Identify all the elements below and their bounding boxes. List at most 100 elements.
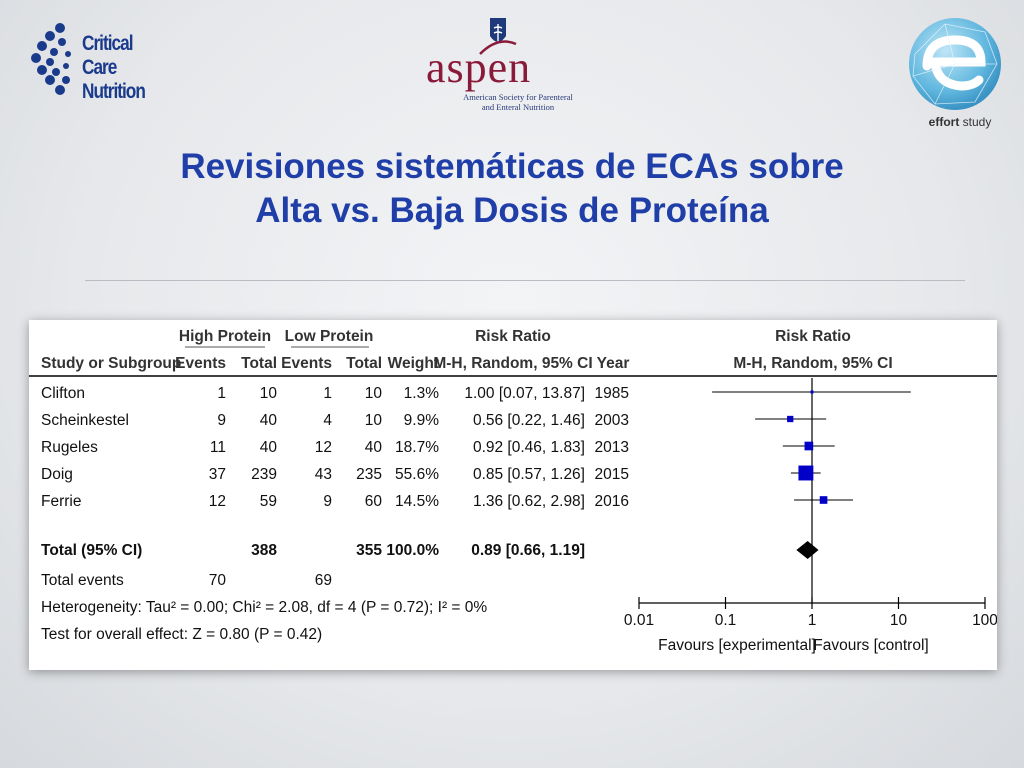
low-events-cell: 9	[323, 493, 332, 510]
high-events-cell: 9	[217, 412, 226, 429]
ccn-line2: Nutrition	[82, 80, 146, 103]
heterogeneity-text: Heterogeneity: Tau² = 0.00; Chi² = 2.08,…	[41, 599, 487, 616]
aspen-logo: aspen American Society for Parenteral an…	[420, 14, 610, 114]
header-high-total: Total	[241, 355, 277, 372]
plot-area: 0.01 0.1 1 10 100	[624, 378, 997, 629]
pooled-high-total: 388	[251, 542, 277, 559]
risk-ratio-cell: 0.92 [0.46, 1.83]	[473, 439, 585, 456]
weight-cell: 14.5%	[395, 493, 439, 510]
effort-globe-icon	[909, 18, 1001, 110]
pooled-label: Total (95% CI)	[41, 542, 142, 559]
overall-effect-text: Test for overall effect: Z = 0.80 (P = 0…	[41, 626, 322, 643]
low-total-cell: 235	[356, 466, 382, 483]
study-marker	[804, 441, 814, 451]
header-low-protein: Low Protein	[285, 328, 374, 345]
header-weight: Weight	[388, 355, 439, 372]
study-name: Doig	[41, 466, 73, 483]
high-total-cell: 59	[260, 493, 277, 510]
total-events-low: 69	[315, 572, 332, 589]
title-divider	[85, 280, 965, 281]
high-total-cell: 40	[260, 412, 278, 429]
favours-left: Favours [experimental]	[658, 637, 816, 654]
total-events-high: 70	[209, 572, 227, 589]
study-marker	[810, 390, 814, 394]
ccn-wordmark: Critical Care Nutrition	[82, 32, 162, 104]
header-high-events: Events	[175, 355, 226, 372]
study-name: Ferrie	[41, 493, 81, 510]
x-tick-label: 0.1	[715, 612, 737, 629]
low-total-cell: 10	[365, 412, 383, 429]
weight-cell: 9.9%	[404, 412, 440, 429]
study-marker	[798, 465, 814, 481]
header-high-protein: High Protein	[179, 328, 271, 345]
aspen-emblem-icon	[479, 18, 517, 55]
low-events-cell: 12	[315, 439, 332, 456]
favours-right: Favours [control]	[813, 637, 928, 654]
title-line1: Revisiones sistemáticas de ECAs sobre	[180, 147, 844, 186]
total-events-label: Total events	[41, 572, 124, 589]
study-marker	[787, 415, 794, 423]
study-name: Rugeles	[41, 439, 98, 456]
year-cell: 2016	[595, 493, 629, 510]
high-events-cell: 1	[217, 385, 226, 402]
year-cell: 2015	[595, 466, 629, 483]
x-tick-label: 10	[890, 612, 908, 629]
title-line2: Alta vs. Baja Dosis de Proteína	[255, 191, 769, 230]
x-tick-label: 100	[972, 612, 997, 629]
ccn-mark-icon	[31, 23, 71, 95]
weight-cell: 1.3%	[404, 385, 440, 402]
header-study: Study or Subgroup	[41, 355, 181, 372]
high-total-cell: 40	[260, 439, 278, 456]
low-events-cell: 1	[323, 385, 332, 402]
study-rows: Clifton 1 10 1 10 1.3% 1.00 [0.07, 13.87] 1985 S…	[41, 385, 629, 510]
high-total-cell: 239	[251, 466, 277, 483]
header-method: M-H, Random, 95% CI	[433, 355, 592, 372]
low-events-cell: 43	[315, 466, 332, 483]
header-plot-risk-ratio: Risk Ratio	[775, 328, 851, 345]
high-events-cell: 37	[209, 466, 226, 483]
year-cell: 1985	[595, 385, 629, 402]
risk-ratio-cell: 0.85 [0.57, 1.26]	[473, 466, 585, 483]
forest-plot: High Protein Low Protein Risk Ratio Risk…	[29, 328, 997, 654]
study-marker	[819, 496, 828, 504]
low-total-cell: 10	[365, 385, 383, 402]
low-total-cell: 40	[365, 439, 383, 456]
slide-title: Revisiones sistemáticas de ECAs sobre Al…	[0, 145, 1024, 233]
high-events-cell: 11	[210, 439, 226, 456]
effort-word: effort	[928, 115, 960, 129]
weight-cell: 55.6%	[395, 466, 439, 483]
study-name: Clifton	[41, 385, 85, 402]
risk-ratio-cell: 1.00 [0.07, 13.87]	[464, 385, 585, 402]
year-cell: 2003	[595, 412, 629, 429]
critical-care-nutrition-logo: Critical Care Nutrition	[30, 22, 180, 104]
header-plot-method: M-H, Random, 95% CI	[733, 355, 892, 372]
x-tick-label: 1	[808, 612, 817, 629]
header-year: Year	[597, 355, 630, 372]
risk-ratio-cell: 0.56 [0.22, 1.46]	[473, 412, 585, 429]
ccn-line1: Critical Care	[82, 32, 133, 79]
effort-wordmark: effort study	[915, 115, 1005, 129]
risk-ratio-cell: 1.36 [0.62, 2.98]	[473, 493, 585, 510]
aspen-subtitle: American Society for Parenteral and Ente…	[428, 92, 608, 112]
effort-study-logo: effort study	[905, 14, 1005, 134]
study-name: Scheinkestel	[41, 412, 129, 429]
header-low-total: Total	[346, 355, 382, 372]
pooled-weight: 100.0%	[386, 542, 439, 559]
low-total-cell: 60	[365, 493, 383, 510]
header-low-events: Events	[281, 355, 332, 372]
forest-plot-panel: High Protein Low Protein Risk Ratio Risk…	[29, 320, 997, 670]
pooled-diamond	[796, 541, 819, 559]
high-events-cell: 12	[209, 493, 226, 510]
pooled-rr: 0.89 [0.66, 1.19]	[471, 542, 585, 559]
aspen-wordmark: aspen	[426, 43, 532, 92]
aspen-sub-line1: American Society for Parenteral	[463, 92, 573, 102]
header-risk-ratio: Risk Ratio	[475, 328, 551, 345]
pooled-low-total: 355	[356, 542, 382, 559]
x-tick-label: 0.01	[624, 612, 654, 629]
low-events-cell: 4	[323, 412, 332, 429]
weight-cell: 18.7%	[395, 439, 439, 456]
year-cell: 2013	[595, 439, 629, 456]
high-total-cell: 10	[260, 385, 278, 402]
aspen-sub-line2: and Enteral Nutrition	[481, 102, 555, 112]
study-word: study	[959, 115, 992, 129]
